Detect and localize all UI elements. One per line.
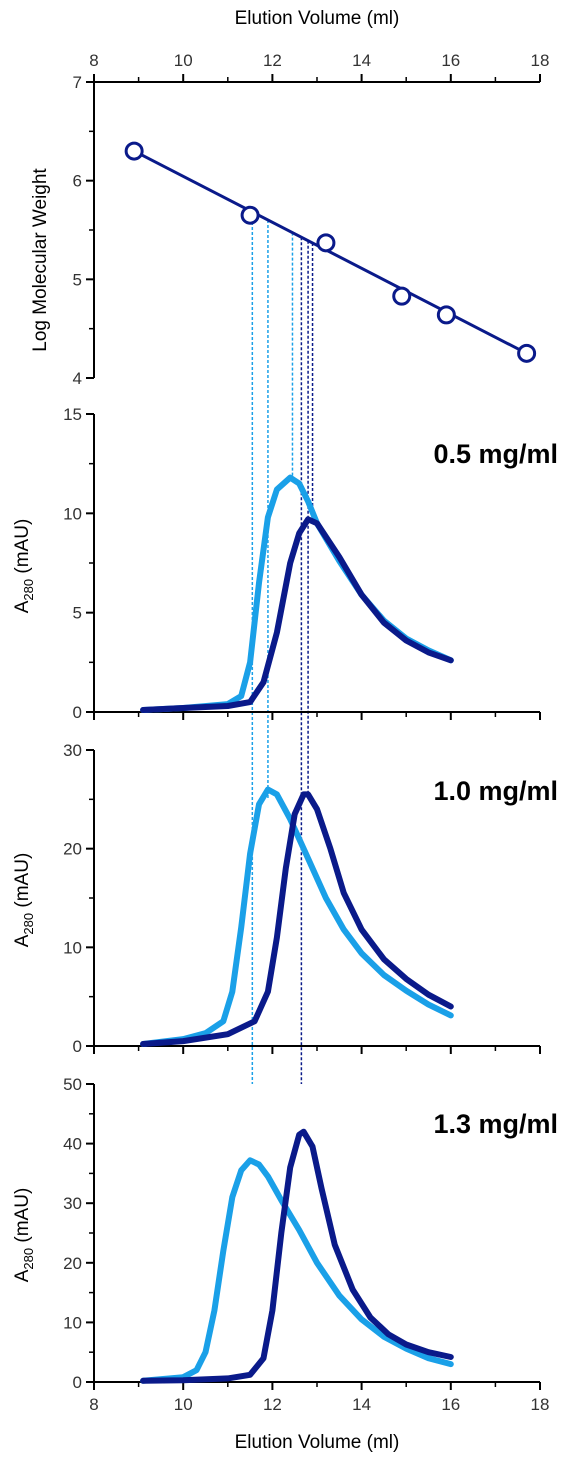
- top-x-axis: Elution Volume (ml) 8 10 12 14 16 18: [89, 8, 549, 82]
- y-tick-label: 30: [63, 1194, 82, 1213]
- y-tick-label: 5: [73, 604, 82, 623]
- y-tick-label: 20: [63, 840, 82, 859]
- ylabel-main-1-0: A: [12, 934, 33, 947]
- y-tick-label: 50: [63, 1075, 82, 1094]
- calibration-point: [392, 286, 412, 306]
- series-dark-line: [140, 516, 454, 713]
- ylabel-sub-1-3: 280: [21, 1248, 36, 1270]
- y-axis-title-0-5: A280 (mAU): [12, 519, 36, 614]
- top-x-tick-label: 18: [531, 51, 550, 70]
- series-light-line: [140, 1157, 454, 1384]
- series-light-line: [140, 474, 454, 713]
- y-axis-title-1-0: A280 (mAU): [12, 853, 36, 948]
- y-tick-label: 30: [63, 741, 82, 760]
- series-dark-line: [140, 791, 454, 1047]
- panel-0-5-mgml: 0.5 mg/ml A280 (mAU) 0 5 10 15: [12, 405, 558, 722]
- ylabel-unit-1-3: (mAU): [12, 1188, 33, 1248]
- panel-label-1-3: 1.3 mg/ml: [433, 1109, 558, 1139]
- y-axis-title-1-3: A280 (mAU): [12, 1188, 36, 1283]
- y-tick-label: 10: [63, 938, 82, 957]
- ylabel-unit-0-5: (mAU): [12, 519, 33, 579]
- top-x-tick-label: 14: [352, 51, 371, 70]
- y-tick-label: 15: [63, 405, 82, 424]
- top-x-tick-label: 10: [174, 51, 193, 70]
- y-tick-label: 0: [73, 1373, 82, 1392]
- panel-1-0-mgml: 1.0 mg/ml A280 (mAU) 0 10 20 30: [12, 741, 558, 1056]
- calibration-y-axis-title: Log Molecular Weight: [30, 168, 51, 352]
- ylabel-sub-1-0: 280: [21, 913, 36, 935]
- ylabel-unit-1-0: (mAU): [12, 853, 33, 913]
- y-tick-label: 20: [63, 1254, 82, 1273]
- y-tick-label: 6: [73, 172, 82, 191]
- series-light-line: [140, 786, 454, 1047]
- y-tick-label: 40: [63, 1135, 82, 1154]
- ylabel-main-1-3: A: [12, 1269, 33, 1282]
- x-tick-label: 18: [531, 1395, 550, 1414]
- ylabel-main-0-5: A: [12, 600, 33, 613]
- calibration-point: [316, 233, 336, 253]
- series-dark-line: [140, 1128, 454, 1384]
- calibration-fit-line: [133, 149, 528, 355]
- calibration-panel: Log Molecular Weight 4 5 6 7: [30, 73, 540, 388]
- panel-1-3-mgml: 1.3 mg/ml A280 (mAU) Elution Volume (ml)…: [12, 1075, 558, 1453]
- x-tick-label: 10: [174, 1395, 193, 1414]
- top-x-tick-label: 12: [263, 51, 282, 70]
- x-tick-label: 16: [441, 1395, 460, 1414]
- panel-label-0-5: 0.5 mg/ml: [433, 439, 558, 469]
- x-tick-label: 8: [89, 1395, 98, 1414]
- bottom-x-axis-title: Elution Volume (ml): [235, 1432, 400, 1453]
- ylabel-sub-0-5: 280: [21, 579, 36, 601]
- y-tick-label: 7: [73, 73, 82, 92]
- y-tick-label: 5: [73, 270, 82, 289]
- top-x-tick-label: 8: [89, 51, 98, 70]
- y-tick-label: 4: [73, 369, 82, 388]
- x-tick-label: 14: [352, 1395, 371, 1414]
- calibration-point: [124, 141, 144, 161]
- calibration-point: [436, 305, 456, 325]
- y-tick-label: 0: [73, 1037, 82, 1056]
- top-x-tick-label: 16: [441, 51, 460, 70]
- calibration-point: [517, 343, 537, 363]
- guide-lines: [251, 211, 314, 1084]
- calibration-point: [240, 205, 260, 225]
- y-tick-label: 10: [63, 1313, 82, 1332]
- x-tick-label: 12: [263, 1395, 282, 1414]
- y-tick-label: 0: [73, 703, 82, 722]
- panel-label-1-0: 1.0 mg/ml: [433, 776, 558, 806]
- top-x-axis-title: Elution Volume (ml): [235, 8, 400, 29]
- y-tick-label: 10: [63, 504, 82, 523]
